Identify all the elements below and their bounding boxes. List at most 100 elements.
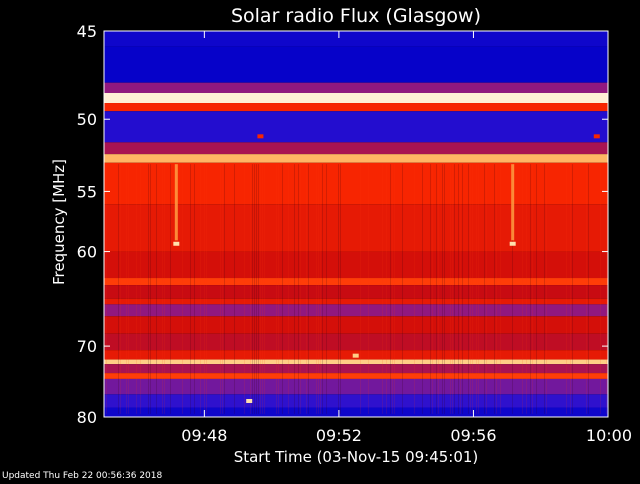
signal-spot	[509, 241, 516, 246]
texture-column	[450, 164, 451, 414]
texture-column	[532, 164, 533, 414]
texture-column	[322, 164, 323, 414]
frequency-band	[104, 103, 608, 112]
frequency-band	[104, 278, 608, 286]
texture-column	[402, 164, 403, 414]
texture-column	[278, 164, 279, 414]
texture-column	[150, 164, 151, 414]
texture-column	[250, 164, 251, 414]
frequency-band	[104, 111, 608, 143]
frequency-band	[104, 251, 608, 279]
signal-spot	[173, 241, 180, 246]
axes: 45 50 55 60 70 80 09:48 09:52 09:56 10:00	[77, 22, 632, 445]
texture-column	[442, 164, 443, 414]
texture-column	[586, 164, 587, 414]
x-tick-label: 09:56	[450, 426, 496, 445]
texture-column	[600, 164, 601, 414]
texture-column	[436, 164, 437, 414]
texture-column	[162, 164, 163, 414]
texture-column	[220, 164, 221, 414]
texture-column	[224, 164, 225, 414]
texture-column	[368, 164, 369, 414]
texture-column	[320, 164, 321, 414]
frequency-band	[104, 204, 608, 252]
texture-column	[244, 164, 245, 414]
texture-column	[170, 164, 171, 414]
texture-column	[106, 164, 107, 414]
texture-column	[316, 164, 317, 414]
texture-column	[572, 164, 573, 414]
y-tick-label: 45	[77, 22, 97, 41]
texture-column	[126, 164, 127, 414]
texture-column	[262, 164, 263, 414]
texture-column	[422, 164, 423, 414]
texture-column	[306, 164, 307, 414]
texture-column	[496, 164, 497, 414]
texture-column	[470, 164, 471, 414]
texture-column	[308, 164, 309, 414]
texture-column	[276, 164, 277, 414]
frequency-band	[104, 92, 608, 104]
x-tick-label: 09:52	[316, 426, 362, 445]
frequency-band	[104, 31, 608, 47]
texture-column	[444, 164, 445, 414]
frequency-band	[104, 154, 608, 163]
texture-column	[462, 164, 463, 414]
texture-column	[566, 164, 567, 414]
frequency-band	[104, 298, 608, 305]
y-tick-label: 55	[77, 182, 97, 201]
texture-column	[452, 164, 453, 414]
plot-frame	[103, 30, 609, 418]
frequency-band	[104, 142, 608, 155]
texture-column	[326, 164, 327, 414]
texture-column	[128, 164, 129, 414]
texture-column	[438, 164, 439, 414]
texture-column	[360, 164, 361, 414]
texture-column	[148, 164, 149, 414]
y-axis-label: Frequency [MHz]	[50, 159, 68, 285]
texture-column	[478, 164, 479, 414]
x-tick-label: 10:00	[586, 426, 632, 445]
texture-column	[394, 164, 395, 414]
texture-column	[512, 164, 513, 414]
burst-column	[511, 164, 515, 241]
texture-column	[606, 164, 607, 414]
frequency-band	[104, 82, 608, 93]
texture-column	[282, 164, 283, 414]
texture-column	[118, 164, 119, 414]
frequency-band	[104, 333, 608, 351]
frequency-band	[104, 364, 608, 374]
texture-column	[484, 164, 485, 414]
texture-column	[260, 164, 261, 414]
frequency-band	[104, 304, 608, 317]
texture-column	[536, 164, 537, 414]
x-tick-label: 09:48	[181, 426, 227, 445]
texture-column	[194, 164, 195, 414]
texture-column	[340, 164, 341, 414]
frequency-band	[104, 373, 608, 379]
texture-column	[120, 164, 121, 414]
texture-column	[294, 164, 295, 414]
y-tick-label: 70	[77, 337, 97, 356]
updated-timestamp: Updated Thu Feb 22 00:56:36 2018	[2, 471, 163, 480]
texture-column	[164, 164, 165, 414]
frequency-band	[104, 394, 608, 408]
y-tick-label: 80	[77, 408, 97, 427]
texture-column	[298, 164, 299, 414]
texture-column	[432, 164, 433, 414]
signal-spot	[257, 134, 264, 139]
texture-column	[318, 164, 319, 414]
texture-column	[570, 164, 571, 414]
signal-spot	[593, 134, 600, 139]
texture-column	[500, 164, 501, 414]
texture-column	[494, 164, 495, 414]
texture-column	[190, 164, 191, 414]
texture-column	[338, 164, 339, 414]
frequency-band	[104, 407, 608, 417]
texture-column	[256, 164, 257, 414]
y-tick-label: 60	[77, 243, 97, 262]
texture-column	[530, 164, 531, 414]
frequency-band	[104, 378, 608, 395]
